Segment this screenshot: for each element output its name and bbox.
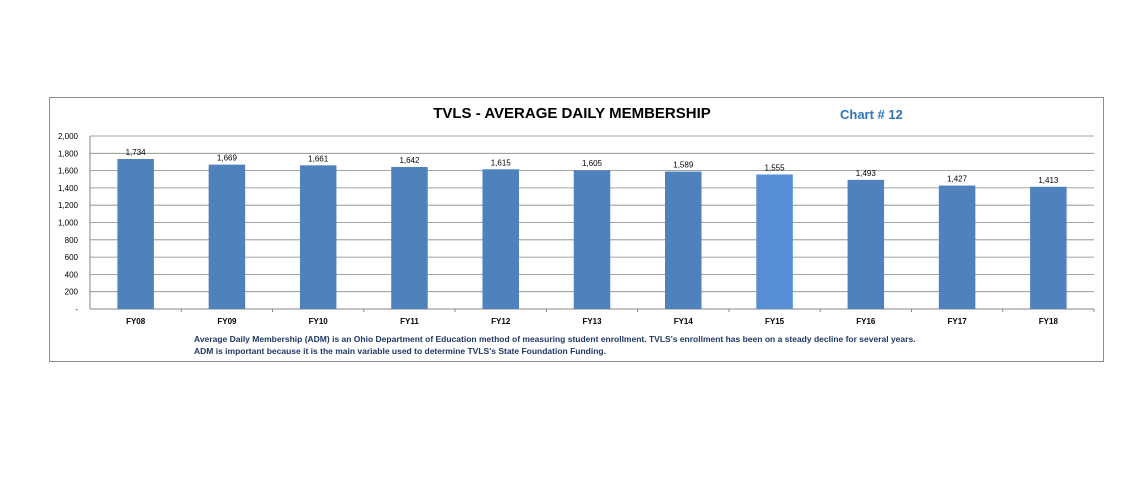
x-tick-label: FY08 (126, 317, 146, 326)
x-tick-label: FY16 (856, 317, 876, 326)
data-label: 1,669 (217, 154, 238, 163)
x-tick-label: FY15 (765, 317, 785, 326)
bar-fy18 (1030, 186, 1067, 309)
x-tick-label: FY11 (400, 317, 419, 326)
x-tick-label: FY18 (1039, 317, 1059, 326)
y-tick-label: 1,600 (58, 167, 79, 176)
y-tick-label: 800 (65, 236, 79, 245)
bar-fy10 (299, 165, 337, 309)
data-label: 1,615 (491, 158, 512, 167)
data-label: 1,493 (856, 169, 877, 178)
y-tick-label: 600 (65, 253, 79, 262)
y-tick-label: 200 (65, 288, 79, 297)
chart-number: Chart # 12 (840, 107, 903, 122)
bar-fy14 (665, 171, 702, 309)
y-tick-label: - (75, 305, 78, 314)
chart-title: TVLS - AVERAGE DAILY MEMBERSHIP (433, 105, 711, 122)
x-tick-label: FY17 (948, 317, 968, 326)
y-tick-label: 1,800 (58, 149, 79, 158)
bar-fy12 (482, 169, 519, 309)
y-tick-label: 400 (65, 270, 79, 279)
bar-fy16 (847, 179, 885, 309)
x-tick-label: FY12 (491, 317, 511, 326)
bar-fy13 (573, 170, 611, 309)
data-label: 1,734 (126, 148, 147, 157)
y-tick-label: 1,400 (58, 184, 79, 193)
y-tick-label: 1,200 (58, 201, 79, 210)
data-label: 1,589 (673, 161, 694, 170)
x-tick-label: FY13 (582, 317, 602, 326)
y-tick-label: 2,000 (58, 132, 79, 141)
x-tick-label: FY14 (674, 317, 694, 326)
x-tick-label: FY10 (309, 317, 329, 326)
bar-fy09 (208, 164, 246, 309)
data-label: 1,642 (399, 156, 420, 165)
data-label: 1,661 (308, 154, 329, 163)
chart-note: Average Daily Membership (ADM) is an Ohi… (194, 333, 916, 357)
data-label: 1,555 (765, 163, 786, 172)
data-label: 1,413 (1038, 176, 1059, 185)
data-label: 1,427 (947, 175, 968, 184)
x-tick-label: FY09 (217, 317, 237, 326)
y-tick-label: 1,000 (58, 219, 79, 228)
data-label: 1,605 (582, 159, 603, 168)
bar-fy11 (391, 166, 428, 309)
bar-fy15 (756, 174, 793, 309)
bar-fy08 (117, 159, 154, 309)
chart-note-line-1: Average Daily Membership (ADM) is an Ohi… (194, 334, 916, 344)
chart-note-line-2: ADM is important because it is the main … (194, 346, 606, 356)
bar-fy17 (938, 185, 976, 309)
